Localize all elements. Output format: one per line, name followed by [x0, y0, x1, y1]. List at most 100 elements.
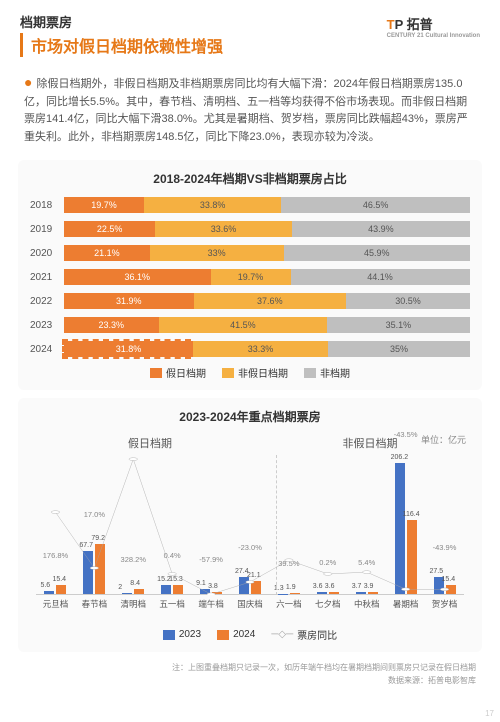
chart2-legend: 2023 2024 ─◇─票房同比: [30, 627, 470, 642]
left-group-label: 假日档期: [30, 435, 270, 451]
bar-2024: [134, 589, 144, 594]
right-group-label: 非假日档期: [270, 435, 470, 451]
swatch-icon: [304, 368, 316, 378]
bar-2023: [356, 592, 366, 594]
x-label: 元旦档: [43, 598, 69, 610]
growth-label: 0.4%: [164, 551, 181, 560]
bar-2023: [161, 585, 171, 595]
bar-2024: [446, 585, 456, 595]
bar-2023: [239, 577, 249, 594]
bars: 2 8.4: [122, 455, 144, 594]
growth-label: -57.9%: [199, 555, 223, 564]
growth-label: 17.0%: [84, 510, 105, 519]
hbar-row: 2023 23.3% 41.5% 35.1%: [30, 315, 470, 335]
swatch-icon: [222, 368, 234, 378]
bars: 1.3 1.9: [278, 455, 300, 594]
val-2024: 1.9: [286, 584, 296, 591]
val-2024: 3.9: [364, 583, 374, 590]
seg-nonholiday: 19.7%: [211, 269, 291, 285]
seg-nonholiday: 33.6%: [155, 221, 291, 237]
swatch-icon: [217, 630, 229, 640]
val-2023: 67.7: [79, 542, 93, 549]
bullet-icon: ●: [24, 74, 32, 90]
hbar-track: 21.1% 33% 45.9%: [64, 245, 470, 261]
growth-label: -43.5%: [394, 430, 418, 439]
year-label: 2023: [30, 320, 64, 331]
bars-container: 176.8% 5.6 15.4 元旦档17.0% 67.7 79.2 春节档32…: [36, 455, 464, 595]
growth-label: 39.5%: [278, 559, 299, 568]
val-2024: 8.4: [130, 580, 140, 587]
bar-group: 5.4% 3.7 3.9 中秋档: [347, 455, 386, 594]
bars: 3.7 3.9: [356, 455, 378, 594]
bar-group: 176.8% 5.6 15.4 元旦档: [36, 455, 75, 594]
bars: 9.1 3.8: [200, 455, 222, 594]
bar-group: 17.0% 67.7 79.2 春节档: [75, 455, 114, 594]
val-2024: 21.1: [247, 572, 261, 579]
x-label: 清明档: [121, 598, 147, 610]
hbar-track: 31.9% 37.6% 30.5%: [64, 293, 470, 309]
seg-holiday: 21.1%: [64, 245, 150, 261]
swatch-icon: [150, 368, 162, 378]
swatch-icon: [163, 630, 175, 640]
seg-holiday: 19.7%: [64, 197, 144, 213]
bar-group: 0.4% 15.2 15.3 五一档: [153, 455, 192, 594]
body-text: 除假日档期外，非假日档期及非档期票房同比均有大幅下滑：2024年假日档期票房13…: [24, 78, 468, 143]
x-label: 贺岁档: [432, 598, 458, 610]
bar-2023: [317, 592, 327, 594]
stacked-bar-chart: 2018-2024年档期VS非档期票房占比 2018 19.7% 33.8% 4…: [18, 160, 482, 390]
hbar-track: 23.3% 41.5% 35.1%: [64, 317, 470, 333]
bar-group: -23.0% 27.4 21.1 国庆档: [231, 455, 270, 594]
val-2023: 2: [118, 584, 122, 591]
bar-group: 328.2% 2 8.4 清明档: [114, 455, 153, 594]
hbar-track: 19.7% 33.8% 46.5%: [64, 197, 470, 213]
x-label: 春节档: [82, 598, 108, 610]
group-divider: [276, 455, 277, 595]
hbar-row: 2021 36.1% 19.7% 44.1%: [30, 267, 470, 287]
chart1-title: 2018-2024年档期VS非档期票房占比: [30, 170, 470, 187]
logo: TP 拓普 CENTURY 21 Cultural Innovation: [387, 14, 480, 39]
val-2023: 5.6: [40, 582, 50, 589]
seg-nonholiday: 33.3%: [193, 341, 328, 357]
bar-group: 0.2% 3.6 3.6 七夕档: [308, 455, 347, 594]
val-2024: 3.6: [325, 583, 335, 590]
val-2023: 27.5: [430, 568, 444, 575]
growth-label: 0.2%: [319, 558, 336, 567]
hbar-track: 36.1% 19.7% 44.1%: [64, 269, 470, 285]
bars: 3.6 3.6: [317, 455, 339, 594]
legend-2024: 2024: [217, 627, 255, 642]
bar-2024: [212, 592, 222, 594]
val-2024: 116.4: [403, 511, 420, 518]
val-2024: 15.4: [52, 576, 66, 583]
hbar-row: 2018 19.7% 33.8% 46.5%: [30, 195, 470, 215]
bars: 27.4 21.1: [239, 455, 261, 594]
x-label: 五一档: [159, 598, 185, 610]
x-label: 暑期档: [393, 598, 419, 610]
year-label: 2024: [30, 344, 64, 355]
seg-holiday: 31.8%: [64, 341, 193, 357]
growth-label: -23.0%: [238, 543, 262, 552]
year-label: 2020: [30, 248, 64, 259]
stacked-bars: 2018 19.7% 33.8% 46.5% 2019 22.5% 33.6% …: [30, 195, 470, 359]
data-source: 数据来源：拓普电影智库: [0, 675, 500, 686]
val-2023: 3.6: [313, 583, 323, 590]
bars: 206.2 116.4: [395, 455, 417, 594]
bar-2023: [83, 551, 93, 594]
legend-holiday: 假日档期: [150, 365, 206, 380]
body-paragraph: ●除假日档期外，非假日档期及非档期票房同比均有大幅下滑：2024年假日档期票房1…: [0, 63, 500, 156]
val-2023: 9.1: [196, 580, 206, 587]
bar-2023: [278, 594, 288, 595]
grouped-bar-chart: 2023-2024年重点档期票房 单位：亿元 假日档期 非假日档期 176.8%…: [18, 398, 482, 652]
seg-holiday: 22.5%: [64, 221, 155, 237]
bar-2024: [95, 544, 105, 594]
seg-nonperiod: 30.5%: [346, 293, 470, 309]
bar-area: 单位：亿元 假日档期 非假日档期 176.8% 5.6 15.4 元旦档17.0…: [30, 433, 470, 623]
seg-nonholiday: 33.8%: [144, 197, 281, 213]
bar-2024: [329, 592, 339, 594]
seg-nonperiod: 46.5%: [281, 197, 470, 213]
val-2023: 206.2: [391, 454, 409, 461]
bar-2024: [368, 592, 378, 594]
seg-nonholiday: 41.5%: [159, 317, 327, 333]
bar-2023: [122, 593, 132, 594]
hbar-row: 2019 22.5% 33.6% 43.9%: [30, 219, 470, 239]
bar-2024: [56, 585, 66, 595]
